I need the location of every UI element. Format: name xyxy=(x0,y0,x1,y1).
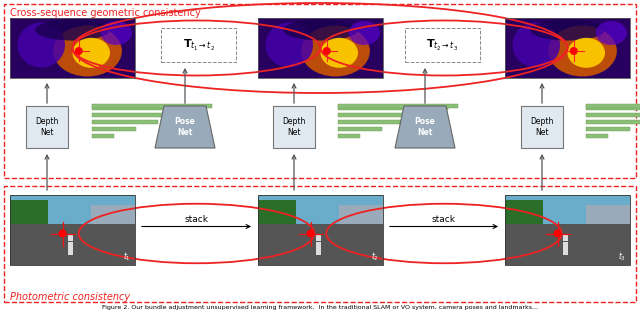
Bar xyxy=(339,205,383,224)
Circle shape xyxy=(570,47,578,55)
Bar xyxy=(405,28,480,62)
Circle shape xyxy=(307,229,314,238)
Bar xyxy=(258,200,296,224)
Ellipse shape xyxy=(349,21,380,45)
Text: Photometric consistency: Photometric consistency xyxy=(10,292,130,302)
Text: Depth
Net: Depth Net xyxy=(282,117,306,137)
Circle shape xyxy=(554,229,561,238)
Ellipse shape xyxy=(283,19,358,40)
Bar xyxy=(10,195,135,224)
Ellipse shape xyxy=(513,23,560,68)
Ellipse shape xyxy=(35,19,110,40)
Bar xyxy=(338,104,458,108)
Bar xyxy=(10,18,135,78)
Bar xyxy=(586,205,630,224)
Bar xyxy=(92,113,180,117)
Text: Pose
Net: Pose Net xyxy=(175,117,195,137)
Bar xyxy=(161,28,236,62)
Circle shape xyxy=(323,47,331,55)
Ellipse shape xyxy=(72,38,110,68)
Bar xyxy=(92,134,114,138)
Bar xyxy=(258,195,383,224)
Ellipse shape xyxy=(548,25,617,76)
Bar xyxy=(26,106,68,148)
Text: $\mathbf{T}_{t_2 \rightarrow t_3}$: $\mathbf{T}_{t_2 \rightarrow t_3}$ xyxy=(426,38,458,53)
Bar xyxy=(586,113,640,117)
Bar xyxy=(316,233,321,240)
Bar xyxy=(92,104,212,108)
Text: Depth
Net: Depth Net xyxy=(531,117,554,137)
Bar xyxy=(586,127,630,131)
Bar xyxy=(521,106,563,148)
Ellipse shape xyxy=(266,23,313,68)
Bar xyxy=(338,106,448,110)
Ellipse shape xyxy=(568,38,605,68)
Bar xyxy=(505,195,630,265)
Bar xyxy=(10,200,47,224)
Bar xyxy=(92,205,135,224)
Bar xyxy=(258,18,383,78)
Polygon shape xyxy=(155,106,215,148)
Bar xyxy=(258,18,383,78)
Text: $t_1$: $t_1$ xyxy=(123,250,131,263)
Bar xyxy=(10,18,135,78)
Bar xyxy=(586,134,608,138)
Bar xyxy=(67,233,72,240)
Bar xyxy=(505,224,630,265)
Bar xyxy=(10,195,135,265)
Circle shape xyxy=(75,47,83,55)
Text: $\mathbf{T}_{t_1 \rightarrow t_2}$: $\mathbf{T}_{t_1 \rightarrow t_2}$ xyxy=(182,38,214,53)
Bar xyxy=(258,224,383,265)
Text: Depth
Net: Depth Net xyxy=(35,117,59,137)
Bar xyxy=(67,242,72,254)
Text: $t_3$: $t_3$ xyxy=(618,250,626,263)
Bar xyxy=(4,186,636,302)
Bar xyxy=(92,120,158,124)
Ellipse shape xyxy=(100,21,132,45)
Bar xyxy=(338,134,360,138)
Bar xyxy=(338,127,382,131)
Bar xyxy=(338,120,404,124)
Bar xyxy=(563,242,568,254)
Text: stack: stack xyxy=(184,214,209,223)
Text: Figure 2. Our bundle adjustment unsupervised learning framework.  In the traditi: Figure 2. Our bundle adjustment unsuperv… xyxy=(102,305,538,310)
Ellipse shape xyxy=(301,25,370,76)
Ellipse shape xyxy=(321,38,358,68)
Bar xyxy=(505,200,543,224)
Polygon shape xyxy=(395,106,455,148)
Bar xyxy=(505,18,630,78)
Bar xyxy=(338,113,426,117)
Bar xyxy=(586,104,640,108)
Ellipse shape xyxy=(17,23,65,68)
Bar xyxy=(258,195,383,265)
Ellipse shape xyxy=(53,25,122,76)
Bar xyxy=(505,18,630,78)
Bar xyxy=(92,106,202,110)
Bar xyxy=(273,106,315,148)
Text: Cross-sequence geometric consistency: Cross-sequence geometric consistency xyxy=(10,8,201,18)
Bar xyxy=(10,224,135,265)
Text: Pose
Net: Pose Net xyxy=(415,117,435,137)
Bar xyxy=(505,195,630,224)
Ellipse shape xyxy=(596,21,627,45)
Bar xyxy=(316,242,321,254)
Bar xyxy=(586,120,640,124)
Circle shape xyxy=(58,229,67,238)
Bar xyxy=(586,106,640,110)
Bar xyxy=(563,233,568,240)
Bar xyxy=(4,4,636,178)
Text: $t_2$: $t_2$ xyxy=(371,250,379,263)
Ellipse shape xyxy=(530,19,605,40)
Bar xyxy=(92,127,136,131)
Text: stack: stack xyxy=(432,214,456,223)
